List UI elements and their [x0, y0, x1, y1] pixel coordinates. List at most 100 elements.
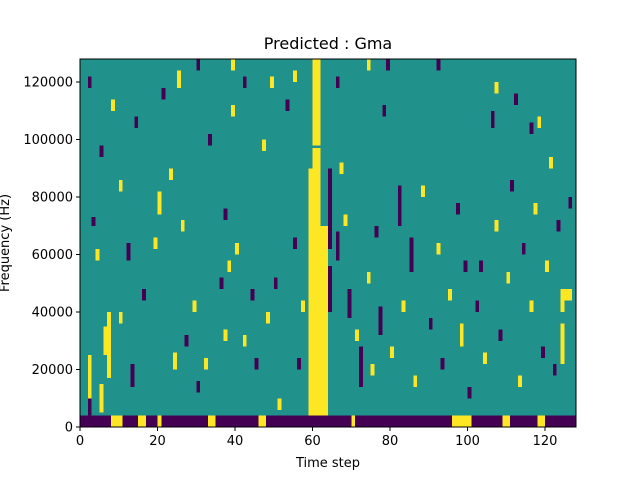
- heatmap-cell-31: [173, 352, 177, 370]
- heatmap-cell-34: [192, 300, 197, 312]
- heatmap-cell-63: [359, 346, 363, 387]
- heatmap-cell-83: [475, 300, 480, 312]
- heatmap-cell-43: [235, 243, 239, 255]
- heatmap-cell-80: [459, 323, 464, 347]
- heatmap-cells: [80, 59, 576, 428]
- heatmap-cell-105: [87, 76, 92, 88]
- heatmap-cell-17: [103, 326, 108, 356]
- heatmap-cell-8: [157, 415, 162, 427]
- x-axis-label: Time step: [295, 456, 360, 471]
- heatmap-cell-5: [87, 395, 92, 416]
- heatmap-cell-107: [111, 99, 115, 111]
- heatmap-cell-100: [556, 220, 561, 232]
- heatmap-cell-77: [440, 358, 445, 370]
- heatmap-cell-48: [262, 139, 267, 151]
- heatmap-cell-53: [293, 237, 298, 249]
- heatmap-cell-66: [374, 225, 379, 238]
- heatmap-cell-68: [382, 105, 387, 117]
- heatmap-cell-86: [490, 110, 495, 128]
- heatmap-cell-58: [335, 231, 340, 261]
- heatmap-cell-64: [366, 271, 371, 284]
- heatmap-cell-42: [231, 105, 236, 117]
- heatmap-cell-49: [266, 312, 270, 324]
- heatmap-cell-16: [99, 383, 104, 413]
- heatmap-cell-2: [320, 225, 328, 427]
- heatmap-cell-14: [537, 415, 545, 427]
- heatmap-cell-29: [161, 87, 166, 100]
- heatmap-cell-37: [207, 133, 212, 146]
- y-tick-label-4: 80000: [32, 191, 73, 206]
- heatmap-cell-62: [355, 329, 360, 341]
- heatmap-cell-11: [351, 415, 356, 427]
- heatmap-cell-104: [568, 197, 573, 209]
- heatmap-cell-101: [560, 289, 565, 312]
- heatmap-cell-87: [494, 220, 499, 232]
- heatmap-cell-41: [227, 260, 232, 272]
- heatmap-cell-23: [130, 363, 135, 387]
- y-tick-label-6: 120000: [23, 76, 73, 91]
- heatmap-cell-108: [176, 70, 181, 88]
- heatmap-cell-50: [273, 277, 278, 289]
- heatmap-cell-70: [397, 185, 402, 226]
- heatmap-cell-25: [126, 243, 131, 261]
- heatmap-cell-89: [506, 271, 511, 284]
- heatmap-cell-94: [533, 202, 538, 215]
- heatmap-cell-7: [138, 415, 146, 427]
- heatmap-cell-79: [455, 202, 460, 215]
- heatmap-cell-56: [328, 266, 332, 312]
- heatmap-cell-28: [153, 237, 158, 249]
- heatmap-cell-38: [219, 277, 224, 289]
- heatmap-cell-102: [564, 289, 573, 301]
- heatmap-cell-88: [498, 329, 503, 341]
- heatmap-cell-114: [366, 59, 371, 71]
- heatmap-cell-9: [207, 415, 216, 427]
- heatmap-cell-0: [308, 168, 313, 427]
- heatmap-cell-47: [254, 358, 259, 370]
- heatmap-cell-113: [335, 76, 340, 88]
- heatmap-cell-81: [463, 260, 468, 272]
- heatmap-cell-10: [258, 415, 266, 427]
- heatmap-cell-12: [452, 415, 472, 427]
- heatmap-cell-82: [467, 386, 472, 399]
- y-tick-label-0: 0: [65, 421, 73, 436]
- heatmap-cell-30: [169, 168, 174, 180]
- heatmap-cell-46: [250, 289, 255, 301]
- heatmap-cell-27: [157, 191, 162, 215]
- heatmap-cell-118: [514, 93, 518, 105]
- heatmap-cell-61: [347, 289, 352, 318]
- heatmap-cell-32: [180, 220, 185, 232]
- x-tick-label-4: 80: [382, 434, 399, 449]
- heatmap-cell-78: [448, 289, 453, 301]
- heatmap-cell-13: [502, 415, 511, 427]
- heatmap-cell-57: [328, 168, 332, 249]
- heatmap-cell-119: [529, 122, 534, 134]
- heatmap-cell-24: [142, 289, 146, 301]
- heatmap-cell-6: [111, 415, 123, 427]
- heatmap-cell-69: [390, 346, 394, 358]
- y-tick-label-5: 100000: [23, 133, 73, 148]
- x-tick-label-1: 20: [149, 434, 166, 449]
- heatmap-cell-110: [231, 59, 236, 71]
- x-tick-label-5: 100: [455, 434, 480, 449]
- heatmap-cell-117: [494, 82, 499, 94]
- heatmap-cell-21: [118, 179, 123, 192]
- y-tick-label-1: 20000: [32, 363, 73, 378]
- plot-area: [79, 58, 577, 428]
- heatmap-cell-19: [95, 248, 100, 261]
- heatmap-cell-109: [196, 59, 201, 71]
- heatmap-cell-33: [184, 335, 189, 347]
- x-tick-label-6: 120: [533, 434, 558, 449]
- heatmap-cell-35: [196, 381, 201, 393]
- plot-frame: [79, 58, 577, 428]
- heatmap-cell-71: [401, 300, 406, 312]
- heatmap-cell-106: [99, 145, 104, 157]
- heatmap-cell-36: [204, 358, 208, 370]
- heatmap-cell-65: [370, 363, 375, 376]
- heatmap-cell-20: [91, 217, 96, 226]
- heatmap-cell-91: [517, 375, 522, 387]
- heatmap-cell-45: [242, 76, 247, 88]
- y-axis: 0 20000 40000 60000 80000 100000 120000: [23, 76, 80, 436]
- heatmap-cell-95: [537, 116, 542, 128]
- heatmap-cell-97: [545, 260, 549, 272]
- heatmap-cell-98: [548, 156, 553, 169]
